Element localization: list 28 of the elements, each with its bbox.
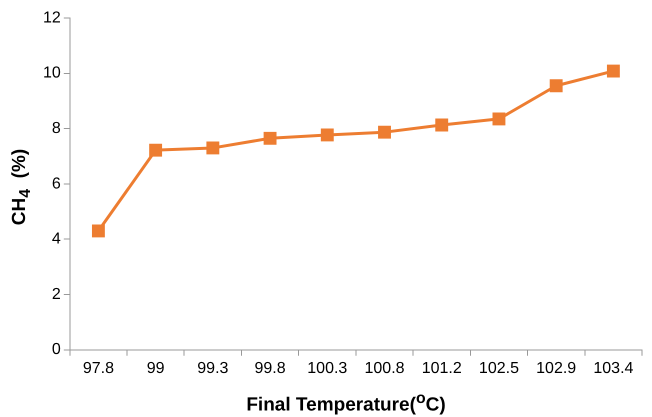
y-tick-label: 10 [43,64,61,82]
y-tick-label: 6 [52,175,61,192]
x-tick-label: 100.3 [307,360,348,377]
point [492,112,506,126]
x-tick-label: 99 [146,360,165,377]
point [264,132,277,145]
point [92,224,105,238]
x-tick-label: 102.5 [478,360,520,377]
x-tick-label: 97.8 [82,360,114,377]
x-tick-label: 102.9 [536,360,576,377]
y-tick-label: 0 [52,341,61,358]
x-tick-label: 103.4 [593,360,634,377]
x-tick-label: 101.2 [422,360,462,377]
point [550,79,563,92]
y-tick-label: 8 [52,120,61,138]
y-tick-label: 12 [43,9,61,26]
point [206,142,220,154]
point [149,144,162,157]
y-tick-label: 2 [52,286,61,303]
point [378,126,391,139]
y-tick-label: 4 [52,230,61,248]
point [320,128,334,142]
point [606,64,620,78]
x-tick-label: 99.8 [254,360,286,377]
x-tick-label: 99.3 [197,360,229,377]
point [435,118,448,132]
x-tick-label: 100.8 [364,360,405,377]
x-axis-title: Final Temperature($^{o}$C) [245,390,447,416]
